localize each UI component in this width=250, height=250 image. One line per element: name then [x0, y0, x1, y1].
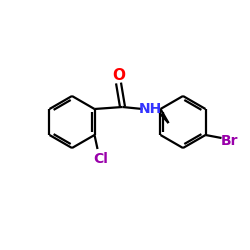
Text: O: O	[112, 68, 125, 84]
Text: NH: NH	[139, 102, 162, 116]
Text: Br: Br	[221, 134, 238, 148]
Text: Cl: Cl	[93, 152, 108, 166]
